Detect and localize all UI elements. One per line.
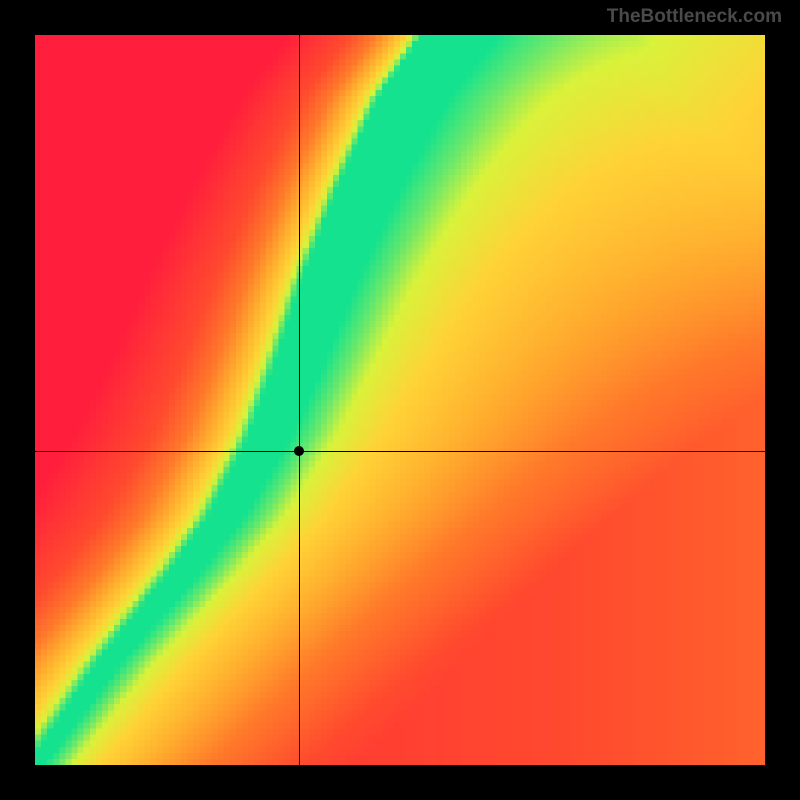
watermark-text: TheBottleneck.com xyxy=(607,6,782,28)
plot-area xyxy=(35,35,765,765)
bottleneck-heatmap xyxy=(35,35,765,765)
crosshair-vertical xyxy=(299,35,300,765)
selection-marker xyxy=(294,446,304,456)
crosshair-horizontal xyxy=(35,451,765,452)
